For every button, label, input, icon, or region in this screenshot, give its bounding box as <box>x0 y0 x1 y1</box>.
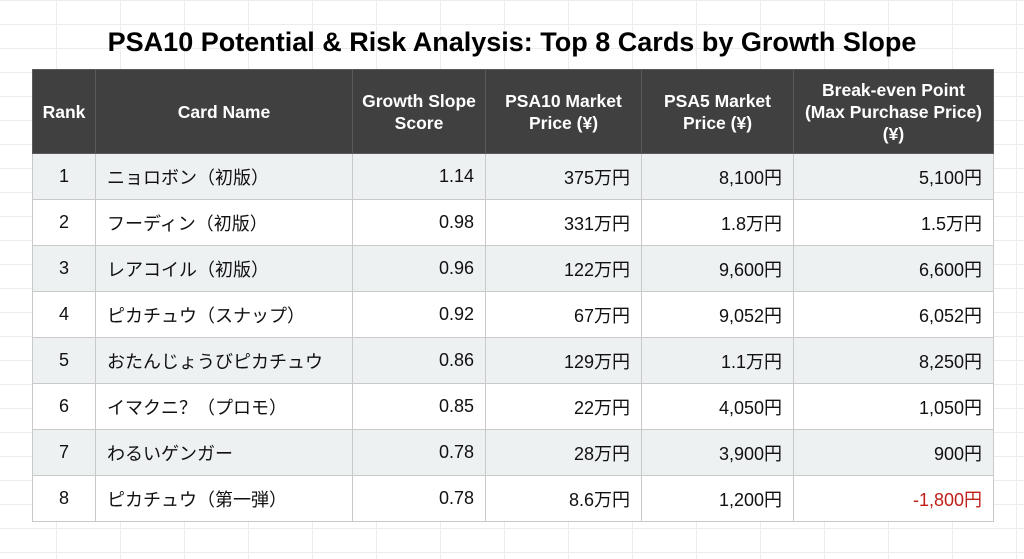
cell-break-even-point: -1,800円 <box>793 475 994 522</box>
table-row: 3 レアコイル（初版） 0.96 122万円 9,600円 6,600円 <box>32 245 994 292</box>
cell-break-even-point: 900円 <box>793 429 994 476</box>
cell-growth-slope-score: 0.85 <box>352 383 486 430</box>
cell-psa10-price: 122万円 <box>485 245 642 292</box>
cell-growth-slope-score: 0.78 <box>352 429 486 476</box>
cell-rank: 1 <box>32 153 96 200</box>
cell-rank: 7 <box>32 429 96 476</box>
cell-rank: 4 <box>32 291 96 338</box>
table-row: 5 おたんじょうびピカチュウ 0.86 129万円 1.1万円 8,250円 <box>32 337 994 384</box>
cell-psa5-price: 9,052円 <box>641 291 794 338</box>
cell-card-name: ピカチュウ（第一弾） <box>95 475 353 522</box>
cell-rank: 2 <box>32 199 96 246</box>
cell-psa5-price: 3,900円 <box>641 429 794 476</box>
cell-rank: 6 <box>32 383 96 430</box>
column-header-break-even-point: Break-even Point (Max Purchase Price) (¥… <box>793 69 994 154</box>
cell-growth-slope-score: 0.86 <box>352 337 486 384</box>
cell-psa10-price: 375万円 <box>485 153 642 200</box>
cell-psa10-price: 8.6万円 <box>485 475 642 522</box>
table-row: 4 ピカチュウ（スナップ） 0.92 67万円 9,052円 6,052円 <box>32 291 994 338</box>
cell-rank: 8 <box>32 475 96 522</box>
cell-break-even-point: 6,052円 <box>793 291 994 338</box>
cell-growth-slope-score: 0.92 <box>352 291 486 338</box>
cell-psa5-price: 4,050円 <box>641 383 794 430</box>
cell-break-even-point: 6,600円 <box>793 245 994 292</box>
cell-psa5-price: 1.8万円 <box>641 199 794 246</box>
cell-psa10-price: 22万円 <box>485 383 642 430</box>
table-row: 7 わるいゲンガー 0.78 28万円 3,900円 900円 <box>32 429 994 476</box>
cell-psa5-price: 8,100円 <box>641 153 794 200</box>
column-header-growth-slope-score: Growth Slope Score <box>352 69 486 154</box>
cell-growth-slope-score: 1.14 <box>352 153 486 200</box>
table-row: 6 イマクニ？（プロモ） 0.85 22万円 4,050円 1,050円 <box>32 383 994 430</box>
column-header-psa5-market-price: PSA5 Market Price (¥) <box>641 69 794 154</box>
cell-growth-slope-score: 0.96 <box>352 245 486 292</box>
cell-psa10-price: 67万円 <box>485 291 642 338</box>
cell-break-even-point: 1,050円 <box>793 383 994 430</box>
table-row: 8 ピカチュウ（第一弾） 0.78 8.6万円 1,200円 -1,800円 <box>32 475 994 522</box>
cell-psa10-price: 129万円 <box>485 337 642 384</box>
column-header-card-name: Card Name <box>95 69 353 154</box>
cell-break-even-point: 5,100円 <box>793 153 994 200</box>
cell-card-name: イマクニ？（プロモ） <box>95 383 353 430</box>
cell-psa5-price: 1,200円 <box>641 475 794 522</box>
cell-break-even-point: 1.5万円 <box>793 199 994 246</box>
cell-card-name: わるいゲンガー <box>95 429 353 476</box>
column-header-psa10-market-price: PSA10 Market Price (¥) <box>485 69 642 154</box>
cell-psa10-price: 28万円 <box>485 429 642 476</box>
cell-break-even-point: 8,250円 <box>793 337 994 384</box>
cell-psa5-price: 9,600円 <box>641 245 794 292</box>
table-body: 1 ニョロボン（初版） 1.14 375万円 8,100円 5,100円 2 フーディン（初版… <box>32 153 994 522</box>
cell-psa5-price: 1.1万円 <box>641 337 794 384</box>
table-row: 1 ニョロボン（初版） 1.14 375万円 8,100円 5,100円 <box>32 153 994 200</box>
cell-psa10-price: 331万円 <box>485 199 642 246</box>
column-header-rank: Rank <box>32 69 96 154</box>
cell-growth-slope-score: 0.78 <box>352 475 486 522</box>
cell-rank: 5 <box>32 337 96 384</box>
cell-card-name: レアコイル（初版） <box>95 245 353 292</box>
page-title: PSA10 Potential & Risk Analysis: Top 8 C… <box>107 27 917 57</box>
cell-growth-slope-score: 0.98 <box>352 199 486 246</box>
table-header-row: Rank Card Name Growth Slope Score PSA10 … <box>32 69 994 154</box>
cell-card-name: おたんじょうびピカチュウ <box>95 337 353 384</box>
data-table: Rank Card Name Growth Slope Score PSA10 … <box>32 69 994 522</box>
cell-card-name: フーディン（初版） <box>95 199 353 246</box>
cell-rank: 3 <box>32 245 96 292</box>
cell-card-name: ニョロボン（初版） <box>95 153 353 200</box>
table-row: 2 フーディン（初版） 0.98 331万円 1.8万円 1.5万円 <box>32 199 994 246</box>
cell-card-name: ピカチュウ（スナップ） <box>95 291 353 338</box>
